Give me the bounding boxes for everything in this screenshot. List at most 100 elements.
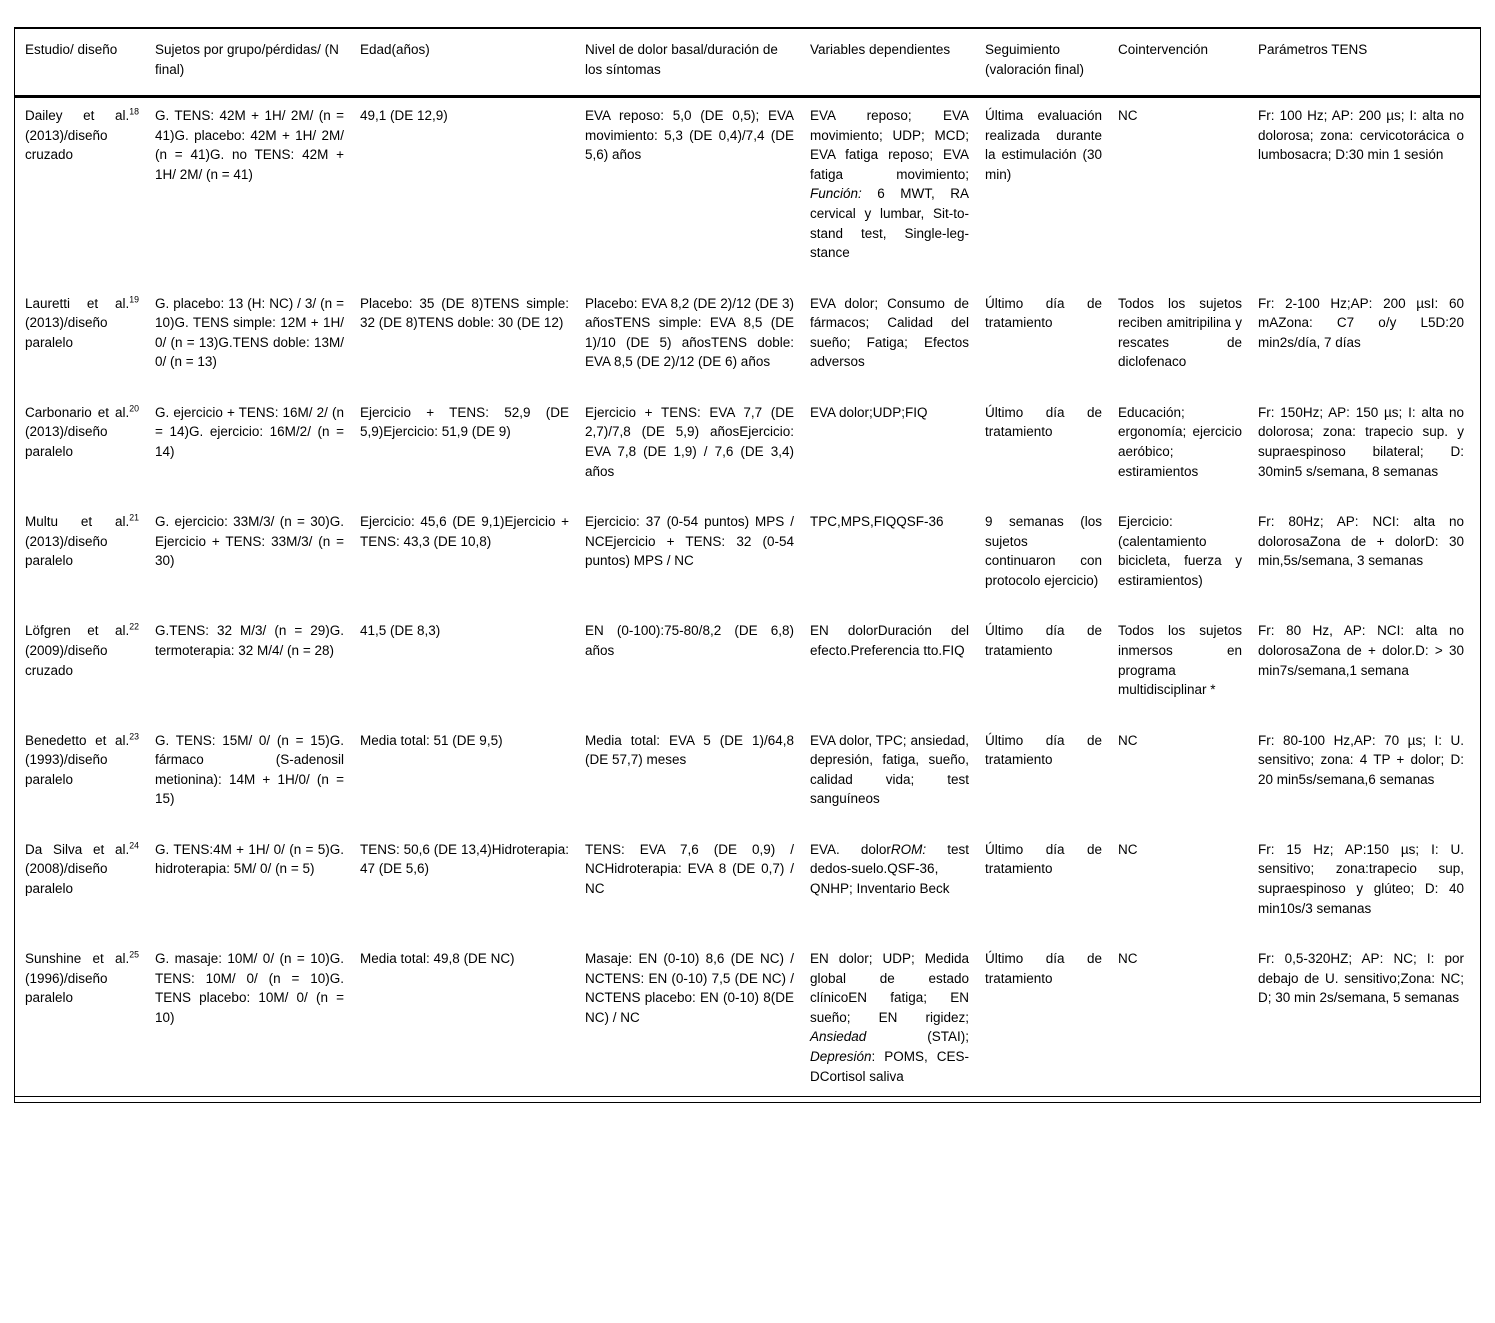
- cell-followup: Último día de tratamiento: [985, 286, 1118, 395]
- cell-text: NC: [1118, 108, 1138, 124]
- table-header-row: Estudio/ diseño Sujetos por grupo/pérdid…: [15, 29, 1480, 99]
- studies-table: Estudio/ diseño Sujetos por grupo/pérdid…: [15, 29, 1480, 1098]
- reference-superscript: 18: [129, 106, 139, 117]
- cell-cointervention: NC: [1118, 832, 1258, 941]
- cell-text: Último día de tratamiento: [985, 841, 1102, 877]
- cell-tens: Fr: 100 Hz; AP: 200 µs; I: alta no dolor…: [1258, 97, 1480, 286]
- col-header-pain: Nivel de dolor basal/duración de los sín…: [585, 29, 810, 99]
- cell-text: Último día de tratamiento: [985, 732, 1102, 768]
- study-table-body: Dailey et al.18 (2013)/diseño cruzado G. …: [15, 97, 1480, 1098]
- cell-text: (1993)/diseño paralelo: [25, 752, 108, 787]
- cell-text: EN dolor; UDP; Medida global de estado c…: [810, 951, 969, 1025]
- cell-age: Placebo: 35 (DE 8)TENS simple: 32 (DE 8)…: [360, 286, 585, 395]
- cell-cointervention: Educación; ergonomía; ejercicio aeróbico…: [1118, 395, 1258, 504]
- cell-tens: Fr: 2-100 Hz;AP: 200 µsI: 60 mAZona: C7 …: [1258, 286, 1480, 395]
- cell-text: (2013)/diseño paralelo: [25, 315, 108, 350]
- cell-text: Placebo: EVA 8,2 (DE 2)/12 (DE 3) añosTE…: [585, 295, 794, 370]
- cell-text: TPC,MPS,FIQQSF-36: [810, 514, 944, 530]
- cell-text: Placebo: 35 (DE 8)TENS simple: 32 (DE 8)…: [360, 295, 569, 331]
- cell-text: Sunshine et al.: [25, 951, 130, 967]
- cell-pain: EVA reposo: 5,0 (DE 0,5); EVA movimiento…: [585, 97, 810, 286]
- cell-text: EVA dolor; Consumo de fármacos; Calidad …: [810, 295, 969, 370]
- reference-superscript: 24: [129, 840, 139, 851]
- cell-tens: Fr: 0,5-320HZ; AP: NC; I: por debajo de …: [1258, 941, 1480, 1098]
- cell-text: Todos los sujetos inmersos en programa m…: [1118, 623, 1242, 698]
- cell-text: Da Silva et al.: [25, 841, 130, 857]
- col-header-variables: Variables dependientes: [810, 29, 985, 99]
- cell-followup: Última evaluación realizada durante la e…: [985, 97, 1118, 286]
- cell-age: 41,5 (DE 8,3): [360, 613, 585, 722]
- cell-study: Benedetto et al.23 (1993)/diseño paralel…: [15, 723, 155, 832]
- col-header-age: Edad(años): [360, 29, 585, 99]
- cell-text: EVA. dolor: [810, 841, 891, 857]
- cell-cointervention: Todos los sujetos inmersos en programa m…: [1118, 613, 1258, 722]
- cell-pain: TENS: EVA 7,6 (DE 0,9) / NCHidroterapia:…: [585, 832, 810, 941]
- cell-text: EVA dolor;UDP;FIQ: [810, 404, 928, 420]
- cell-cointervention: Ejercicio: (calentamiento bicicleta, fue…: [1118, 504, 1258, 613]
- cell-text: Lauretti et al.: [25, 295, 130, 311]
- cell-text: Media total: EVA 5 (DE 1)/64,8 (DE 57,7)…: [585, 732, 794, 768]
- col-header-followup: Seguimiento (valoración final): [985, 29, 1118, 99]
- table-row: Benedetto et al.23 (1993)/diseño paralel…: [15, 723, 1480, 832]
- cell-text: Multu et al.: [25, 514, 130, 530]
- cell-text: Löfgren et al.: [25, 623, 130, 639]
- cell-text: G.TENS: 32 M/3/ (n = 29)G. termoterapia:…: [155, 623, 344, 658]
- cell-text: G. placebo: 13 (H: NC) / 3/ (n = 10)G. T…: [155, 295, 344, 370]
- cell-subjects: G. ejercicio: 33M/3/ (n = 30)G. Ejercici…: [155, 504, 360, 613]
- cell-subjects: G. TENS: 42M + 1H/ 2M/ (n = 41)G. placeb…: [155, 97, 360, 286]
- cell-subjects: G. TENS:4M + 1H/ 0/ (n = 5)G. hidroterap…: [155, 832, 360, 941]
- cell-followup: Último día de tratamiento: [985, 395, 1118, 504]
- cell-pain: Media total: EVA 5 (DE 1)/64,8 (DE 57,7)…: [585, 723, 810, 832]
- table-row: Dailey et al.18 (2013)/diseño cruzado G. …: [15, 97, 1480, 286]
- cell-text: EN (0-100):75-80/8,2 (DE 6,8) años: [585, 623, 794, 658]
- cell-text: Ansiedad: [810, 1029, 867, 1045]
- cell-text: ROM:: [890, 841, 927, 857]
- cell-subjects: G.TENS: 32 M/3/ (n = 29)G. termoterapia:…: [155, 613, 360, 722]
- cell-study: Sunshine et al.25 (1996)/diseño paralelo: [15, 941, 155, 1098]
- cell-text: Función:: [810, 186, 862, 202]
- cell-variables: EVA. dolorROM: test dedos-suelo.QSF-36, …: [810, 832, 985, 941]
- cell-study: Multu et al.21 (2013)/diseño paralelo: [15, 504, 155, 613]
- cell-text: (2013)/diseño cruzado: [25, 127, 108, 163]
- cell-text: TENS: 50,6 (DE 13,4)Hidroterapia: 47 (DE…: [360, 841, 569, 877]
- cell-text: Masaje: EN (0-10) 8,6 (DE NC) / NCTENS: …: [585, 951, 794, 1025]
- cell-text: Fr: 80 Hz, AP: NCI: alta no dolorosaZona…: [1258, 623, 1464, 678]
- cell-text: G. masaje: 10M/ 0/ (n = 10)G. TENS: 10M/…: [155, 951, 344, 1025]
- cell-subjects: G. TENS: 15M/ 0/ (n = 15)G. fármaco (S-a…: [155, 723, 360, 832]
- col-header-cointervention: Cointervención: [1118, 29, 1258, 99]
- cell-text: Ejercicio + TENS: EVA 7,7 (DE 2,7)/7,8 (…: [585, 404, 794, 479]
- cell-text: G. ejercicio: 33M/3/ (n = 30)G. Ejercici…: [155, 514, 344, 569]
- cell-text: Fr: 80-100 Hz,AP: 70 µs; I: U. sensitivo…: [1258, 732, 1464, 787]
- cell-text: Depresión: [810, 1048, 872, 1064]
- table-row: Da Silva et al.24 (2008)/diseño paralelo…: [15, 832, 1480, 941]
- cell-text: Educación; ergonomía; ejercicio aeróbico…: [1118, 404, 1242, 479]
- cell-variables: EVA dolor; Consumo de fármacos; Calidad …: [810, 286, 985, 395]
- cell-pain: EN (0-100):75-80/8,2 (DE 6,8) años: [585, 613, 810, 722]
- cell-text: Último día de tratamiento: [985, 951, 1102, 986]
- cell-text: G. TENS:4M + 1H/ 0/ (n = 5)G. hidroterap…: [155, 841, 344, 877]
- reference-superscript: 25: [129, 949, 139, 960]
- cell-text: Benedetto et al.: [25, 732, 130, 748]
- cell-age: Ejercicio: 45,6 (DE 9,1)Ejercicio + TENS…: [360, 504, 585, 613]
- table-row: Löfgren et al.22 (2009)/diseño cruzado G.…: [15, 613, 1480, 722]
- cell-text: (2009)/diseño cruzado: [25, 642, 108, 678]
- reference-superscript: 22: [129, 621, 139, 632]
- cell-followup: 9 semanas (los sujetos continuaron con p…: [985, 504, 1118, 613]
- cell-subjects: G. placebo: 13 (H: NC) / 3/ (n = 10)G. T…: [155, 286, 360, 395]
- cell-tens: Fr: 80Hz; AP: NCI: alta no dolorosaZona …: [1258, 504, 1480, 613]
- cell-text: (1996)/diseño paralelo: [25, 970, 108, 1006]
- cell-text: 9 semanas (los sujetos continuaron con p…: [985, 514, 1102, 588]
- cell-age: TENS: 50,6 (DE 13,4)Hidroterapia: 47 (DE…: [360, 832, 585, 941]
- cell-text: G. TENS: 42M + 1H/ 2M/ (n = 41)G. placeb…: [155, 108, 344, 182]
- cell-tens: Fr: 15 Hz; AP:150 µs; I: U. sensitivo; z…: [1258, 832, 1480, 941]
- cell-text: Media total: 51 (DE 9,5): [360, 732, 503, 748]
- cell-text: Fr: 80Hz; AP: NCI: alta no dolorosaZona …: [1258, 514, 1464, 569]
- cell-text: Fr: 0,5-320HZ; AP: NC; I: por debajo de …: [1258, 951, 1464, 1006]
- cell-text: EVA reposo: 5,0 (DE 0,5); EVA movimiento…: [585, 108, 794, 163]
- cell-variables: EN dolor; UDP; Medida global de estado c…: [810, 941, 985, 1098]
- cell-text: NC: [1118, 951, 1138, 967]
- cell-text: Última evaluación realizada durante la e…: [985, 108, 1102, 182]
- cell-text: G. TENS: 15M/ 0/ (n = 15)G. fármaco (S-a…: [155, 732, 344, 807]
- cell-age: 49,1 (DE 12,9): [360, 97, 585, 286]
- cell-cointervention: NC: [1118, 723, 1258, 832]
